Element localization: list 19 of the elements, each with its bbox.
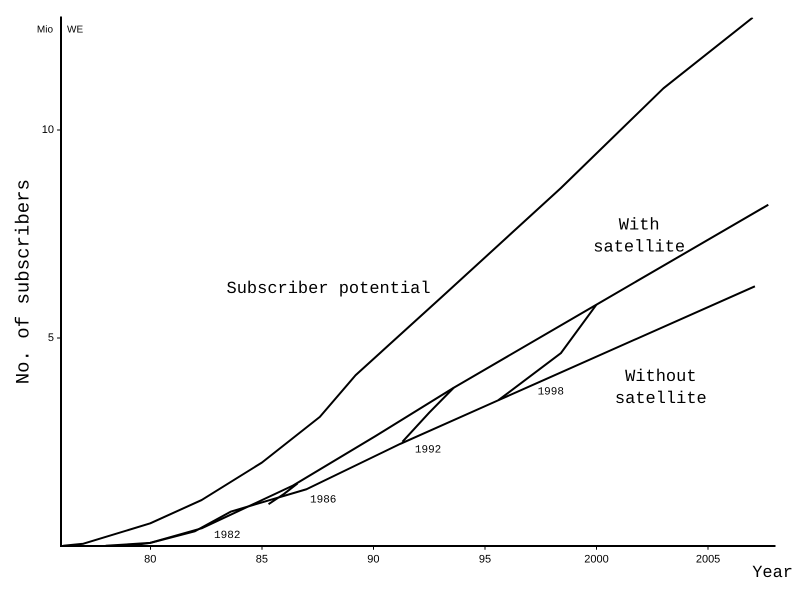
annotation: WE	[67, 24, 84, 36]
x-tick-label: 95	[478, 553, 492, 566]
y-tick-label: 10	[42, 124, 54, 136]
series-label: Without satellite	[614, 368, 707, 409]
x-tick-label: 2005	[696, 553, 720, 566]
x-tick-label: 2000	[584, 553, 609, 566]
x-tick-label: 80	[144, 553, 156, 566]
annotation: 1998	[538, 386, 564, 399]
y-axis-title: No. of subscribers	[12, 179, 34, 384]
annotation: 1982	[214, 530, 240, 542]
annotation: 1992	[414, 444, 442, 457]
x-axis-title: Year	[752, 564, 793, 583]
x-tick-label: 85	[256, 553, 268, 566]
x-tick-label: 90	[367, 553, 380, 566]
annotation: 1986	[310, 494, 336, 507]
series-label: With satellite	[593, 216, 686, 258]
y-tick-label: 5	[48, 332, 54, 344]
series-label: Subscriber potential	[226, 280, 431, 299]
text: Mio	[36, 24, 54, 36]
